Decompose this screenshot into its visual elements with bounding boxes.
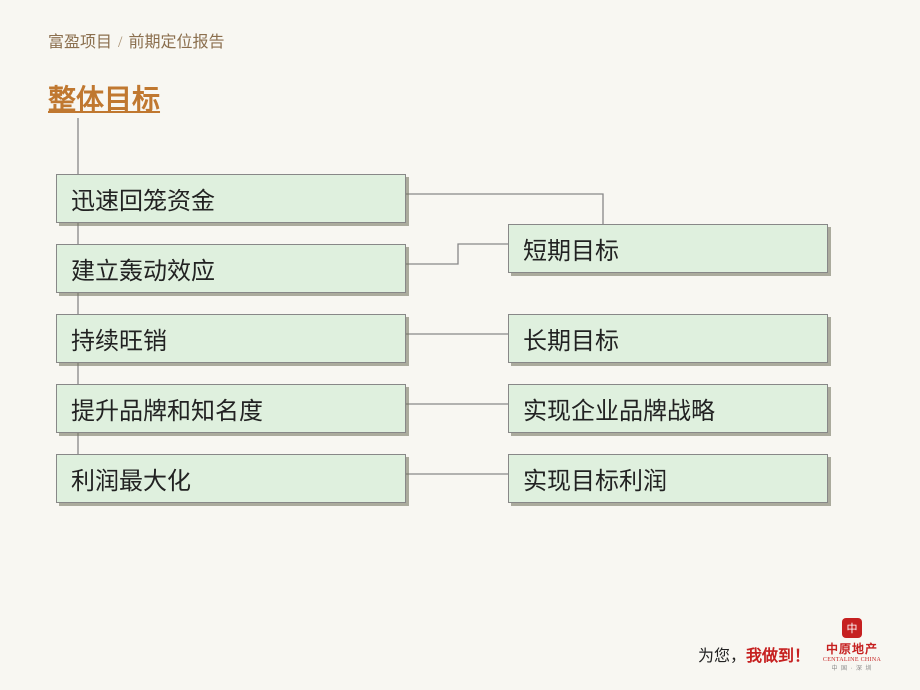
footer-slogan: 为您，我做到！ [698,642,810,666]
header-subtitle: 前期定位报告 [128,34,224,51]
left-box-1-label: 建立轰动效应 [71,259,215,285]
right-box-3-label: 实现目标利润 [523,469,667,495]
left-box-4-label: 利润最大化 [71,469,191,495]
logo: 中 中原地产 CENTALINE CHINA 中 国 · 深 圳 [820,618,884,672]
connector-1 [406,244,508,264]
left-box-2: 持续旺销 [56,314,406,363]
right-box-1: 长期目标 [508,314,828,363]
right-box-3: 实现目标利润 [508,454,828,503]
right-box-2: 实现企业品牌战略 [508,384,828,433]
footer-pre: 为您， [698,648,746,665]
connector-0 [406,194,603,224]
goal-diagram: 迅速回笼资金建立轰动效应持续旺销提升品牌和知名度利润最大化 短期目标长期目标实现企… [48,78,868,558]
left-box-2-label: 持续旺销 [71,329,167,355]
footer-em: 我做到！ [746,648,810,665]
left-box-4: 利润最大化 [56,454,406,503]
header: 富盈项目 / 前期定位报告 [48,28,224,52]
logo-line1: 中原地产 [820,640,884,657]
right-box-0-label: 短期目标 [523,239,619,265]
left-box-0: 迅速回笼资金 [56,174,406,223]
left-box-3: 提升品牌和知名度 [56,384,406,433]
right-box-2-label: 实现企业品牌战略 [523,399,715,425]
left-box-0-label: 迅速回笼资金 [71,189,215,215]
right-box-0: 短期目标 [508,224,828,273]
left-box-1: 建立轰动效应 [56,244,406,293]
right-box-1-label: 长期目标 [523,329,619,355]
logo-line3: 中 国 · 深 圳 [820,663,884,672]
logo-icon: 中 [842,618,862,638]
header-separator: / [118,34,122,51]
header-project: 富盈项目 [48,34,112,51]
left-box-3-label: 提升品牌和知名度 [71,399,263,425]
